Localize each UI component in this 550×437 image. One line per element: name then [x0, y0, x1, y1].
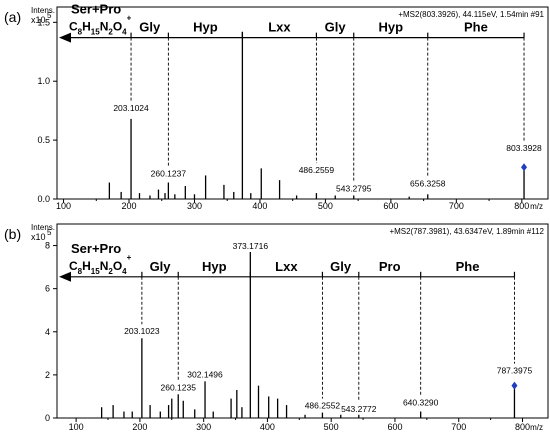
y-tick-label: 0.5 [37, 135, 50, 145]
n-terminal-formula: C8H15N2O4+ [69, 14, 132, 37]
spectrum-panel-a: (a) Intens.x10 5 +MS2(803.3926), 44.115eV, … [4, 2, 549, 211]
formula-part: O [113, 259, 122, 273]
n-terminal-label: Ser+Pro [71, 241, 121, 256]
y-axis-exponent: 5 [47, 11, 52, 20]
x-tick-label: 300 [187, 201, 202, 211]
scan-header: +MS2(787.3981), 43.6347eV, 1.89min #112 [389, 227, 544, 236]
x-tick-label: 300 [196, 422, 211, 432]
residue-label: Hyp [202, 259, 227, 274]
formula-part: 4 [122, 28, 127, 37]
formula-part: 8 [78, 28, 83, 37]
residue-label: Lxx [268, 20, 291, 35]
x-tick-label: 100 [56, 201, 71, 211]
formula-part: C [69, 20, 78, 34]
residue-label: Gly [150, 259, 172, 274]
ion-series-arrowhead [59, 32, 71, 43]
x-tick-label: 600 [383, 201, 398, 211]
peak-label: 203.1024 [113, 103, 149, 113]
x-tick-label: 500 [318, 201, 333, 211]
precursor-marker [511, 381, 518, 390]
residue-label: Hyp [378, 20, 403, 35]
peak-label: 302.1496 [187, 369, 223, 379]
x-tick-label: 400 [252, 201, 267, 211]
x-tick-label: 400 [260, 422, 275, 432]
y-tick-label: 0 [45, 413, 50, 423]
formula-part: H [82, 20, 91, 34]
x-tick-label: 800 [515, 422, 530, 432]
n-terminal-label: Ser+Pro [71, 2, 121, 17]
formula-part: 8 [78, 267, 83, 276]
formula-part: H [82, 259, 91, 273]
formula-part: 15 [91, 28, 100, 37]
y-tick-label: 2 [45, 370, 50, 380]
residue-label: Gly [330, 259, 352, 274]
y-tick-label: 1.0 [37, 76, 50, 86]
residue-label: Phe [464, 20, 488, 35]
formula-part: O [113, 20, 122, 34]
peak-label: 203.1023 [124, 326, 160, 336]
residue-label: Pro [379, 259, 401, 274]
formula-part: 2 [108, 28, 113, 37]
x-tick-label: 100 [69, 422, 84, 432]
y-tick-label: 4 [45, 327, 50, 337]
panel-label: (b) [4, 226, 21, 242]
plot-frame [56, 223, 549, 419]
formula-part: + [127, 253, 132, 262]
panel-label: (a) [4, 9, 21, 25]
peak-label: 640.3290 [403, 398, 439, 408]
y-axis-label: Intens. [31, 6, 55, 15]
formula-part: N [100, 259, 109, 273]
peak-label: 543.2795 [336, 183, 372, 193]
peak-label: 486.2552 [305, 401, 341, 411]
peak-label: 803.3928 [506, 143, 542, 153]
y-tick-label: 6 [45, 284, 50, 294]
x-tick-label: 700 [451, 422, 466, 432]
formula-part: + [127, 14, 132, 23]
residue-label: Hyp [193, 20, 218, 35]
formula-part: C [69, 259, 78, 273]
n-terminal-formula: C8H15N2O4+ [69, 253, 132, 276]
formula-part: 15 [91, 267, 100, 276]
y-axis-exponent: 5 [47, 228, 52, 237]
y-axis-multiplier: x10 [31, 232, 46, 242]
x-tick-label: 500 [324, 422, 339, 432]
x-tick-label: 700 [449, 201, 464, 211]
y-tick-label: 8 [45, 241, 50, 251]
residue-label: Gly [139, 20, 161, 35]
y-axis-label: Intens. [31, 223, 55, 232]
peak-label: 486.2559 [299, 165, 335, 175]
peak-label: 787.3975 [497, 366, 533, 376]
precursor-marker [521, 163, 528, 172]
spectrum-panel-b: (b) Intens.x10 5 +MS2(787.3981), 43.6347eV,… [4, 223, 549, 432]
x-tick-label: 800 [514, 201, 529, 211]
plot-frame [56, 6, 549, 200]
x-tick-label: 200 [132, 422, 147, 432]
residue-label: Phe [456, 259, 480, 274]
x-axis-unit: m/z [530, 202, 543, 211]
x-tick-label: 200 [121, 201, 136, 211]
x-axis-unit: m/z [530, 423, 543, 432]
peak-label: 543.2772 [341, 404, 377, 414]
y-tick-label: 0.0 [37, 194, 50, 204]
formula-part: N [100, 20, 109, 34]
peak-label: 373.1716 [233, 241, 269, 251]
x-tick-label: 600 [387, 422, 402, 432]
y-axis-multiplier: x10 [31, 15, 46, 25]
y-tick-label: 1.5 [37, 17, 50, 27]
peak-label: 260.1235 [161, 382, 197, 392]
residue-label: Lxx [275, 259, 298, 274]
ion-series-arrowhead [59, 271, 71, 282]
scan-header: +MS2(803.3926), 44.115eV, 1.54min #91 [398, 10, 544, 19]
peak-label: 260.1237 [151, 169, 187, 179]
residue-label: Gly [325, 20, 347, 35]
peak-label: 656.3258 [410, 178, 446, 188]
formula-part: 2 [108, 267, 113, 276]
formula-part: 4 [122, 267, 127, 276]
